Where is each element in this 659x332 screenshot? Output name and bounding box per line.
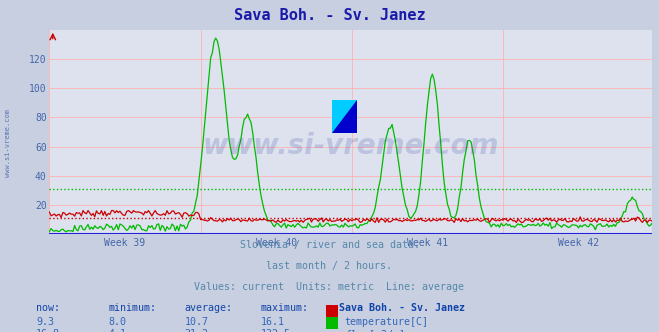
Text: minimum:: minimum: bbox=[109, 303, 157, 313]
Text: Slovenia / river and sea data.: Slovenia / river and sea data. bbox=[239, 240, 420, 250]
Text: flow[m3/s]: flow[m3/s] bbox=[345, 329, 405, 332]
Text: www.si-vreme.com: www.si-vreme.com bbox=[203, 132, 499, 160]
Text: average:: average: bbox=[185, 303, 233, 313]
Text: 132.5: 132.5 bbox=[260, 329, 291, 332]
Text: Sava Boh. - Sv. Janez: Sava Boh. - Sv. Janez bbox=[339, 303, 465, 313]
Text: 16.1: 16.1 bbox=[260, 317, 284, 327]
Text: last month / 2 hours.: last month / 2 hours. bbox=[266, 261, 393, 271]
Text: temperature[C]: temperature[C] bbox=[345, 317, 428, 327]
Text: maximum:: maximum: bbox=[260, 303, 308, 313]
Text: Values: current  Units: metric  Line: average: Values: current Units: metric Line: aver… bbox=[194, 282, 465, 291]
Text: 9.3: 9.3 bbox=[36, 317, 54, 327]
Text: Sava Boh. - Sv. Janez: Sava Boh. - Sv. Janez bbox=[234, 8, 425, 23]
Text: 16.8: 16.8 bbox=[36, 329, 60, 332]
Text: 31.2: 31.2 bbox=[185, 329, 208, 332]
Polygon shape bbox=[332, 100, 357, 133]
Polygon shape bbox=[332, 100, 357, 133]
Text: www.si-vreme.com: www.si-vreme.com bbox=[5, 109, 11, 177]
Text: 10.7: 10.7 bbox=[185, 317, 208, 327]
Text: 4.1: 4.1 bbox=[109, 329, 127, 332]
Text: 8.0: 8.0 bbox=[109, 317, 127, 327]
Text: now:: now: bbox=[36, 303, 60, 313]
